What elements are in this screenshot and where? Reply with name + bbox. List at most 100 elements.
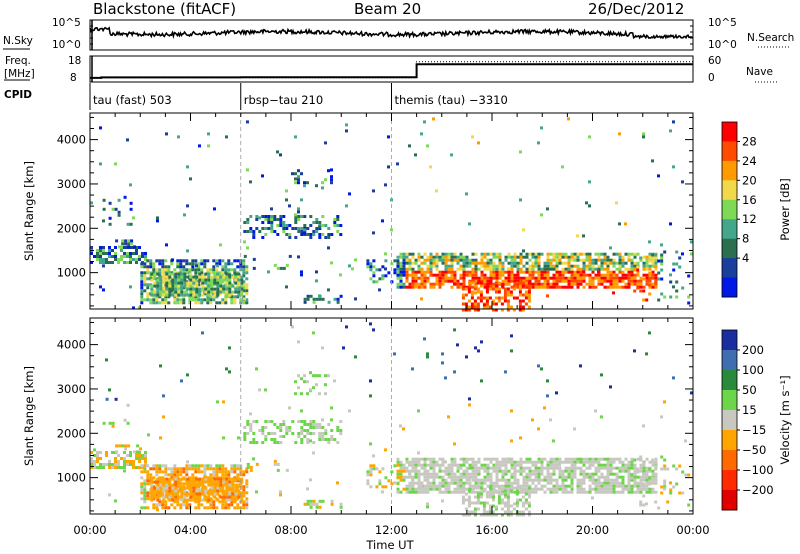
heatmap-cell (621, 460, 625, 464)
heatmap-cell (549, 418, 552, 422)
heatmap-cell (489, 276, 493, 280)
heatmap-cell (546, 379, 549, 383)
heatmap-cell (420, 463, 424, 467)
heatmap-cell (552, 282, 556, 286)
heatmap-cell (518, 513, 522, 517)
heatmap-cell (167, 301, 171, 305)
heatmap-cell (255, 420, 259, 423)
heatmap-cell (180, 287, 184, 291)
heatmap-cell (234, 272, 238, 276)
heatmap-cell (204, 281, 208, 285)
heatmap-cell (384, 485, 388, 489)
heatmap-cell (528, 252, 532, 256)
heatmap-cell (648, 331, 651, 335)
heatmap-cell (228, 498, 232, 502)
heatmap-cell (515, 281, 519, 285)
heatmap-cell (146, 277, 150, 281)
heatmap-cell (576, 487, 580, 491)
heatmap-cell (297, 175, 300, 179)
heatmap-cell (633, 475, 637, 479)
heatmap-cell (236, 473, 240, 477)
heatmap-cell (519, 457, 523, 461)
heatmap-cell (179, 482, 183, 486)
heatmap-cell (279, 493, 282, 497)
heatmap-cell (483, 276, 487, 280)
heatmap-cell (615, 490, 619, 494)
heatmap-cell (270, 221, 274, 224)
heatmap-cell (471, 276, 475, 280)
heatmap-cell (507, 481, 511, 485)
heatmap-cell (509, 504, 513, 508)
heatmap-cell (309, 478, 312, 482)
beam-title: Beam 20 (354, 0, 422, 18)
heatmap-cell (540, 273, 544, 277)
heatmap-cell (480, 258, 484, 262)
heatmap-cell (324, 392, 327, 396)
heatmap-cell (498, 252, 502, 256)
heatmap-cell (216, 275, 220, 279)
heatmap-cell (594, 409, 597, 413)
heatmap-cell (167, 506, 171, 510)
heatmap-cell (207, 284, 211, 288)
heatmap-cell (168, 281, 172, 285)
heatmap-cell (243, 254, 247, 258)
heatmap-cell (396, 259, 400, 263)
heatmap-cell (183, 306, 186, 310)
heatmap-cell (518, 299, 522, 303)
heatmap-cell (396, 463, 400, 467)
heatmap-cell (312, 331, 315, 335)
heatmap-cell (603, 279, 607, 283)
heatmap-cell (456, 279, 460, 283)
heatmap-cell (126, 255, 129, 258)
heatmap-cell (513, 252, 517, 256)
heatmap-cell (453, 460, 457, 464)
heatmap-cell (108, 255, 111, 258)
heatmap-cell (261, 432, 265, 435)
heatmap-cell (219, 480, 223, 484)
heatmap-cell (173, 295, 177, 299)
heatmap-cell (555, 285, 559, 289)
heatmap-cell (497, 495, 501, 499)
heatmap-cell (558, 469, 562, 473)
heatmap-cell (114, 207, 118, 211)
heatmap-cell (204, 287, 208, 291)
heatmap-cell (405, 258, 409, 262)
heatmap-cell (467, 495, 471, 499)
heatmap-cell (420, 282, 424, 286)
heatmap-cell (164, 464, 168, 468)
heatmap-cell (639, 285, 643, 289)
heatmap-cell (570, 270, 574, 274)
heatmap-cell (438, 258, 442, 262)
heatmap-cell (462, 457, 466, 461)
heatmap-cell (426, 355, 429, 359)
heatmap-cell (417, 475, 421, 479)
heatmap-cell (453, 472, 457, 476)
heatmap-cell (534, 478, 538, 482)
heatmap-cell (152, 497, 156, 501)
heatmap-cell (465, 472, 469, 476)
heatmap-cell (429, 282, 433, 286)
heatmap-cell (426, 481, 430, 485)
heatmap-cell (174, 489, 178, 493)
heatmap-cell (224, 301, 228, 305)
heatmap-cell (516, 463, 520, 467)
heatmap-cell (411, 367, 414, 371)
heatmap-cell (561, 276, 565, 280)
heatmap-cell (612, 285, 616, 289)
heatmap-cell (642, 285, 646, 289)
heatmap-cell (114, 246, 117, 249)
heatmap-cell (507, 484, 511, 488)
heatmap-cell (264, 215, 268, 218)
heatmap-cell (212, 298, 216, 302)
heatmap-cell (161, 268, 165, 272)
heatmap-cell (279, 266, 283, 270)
heatmap-cell (200, 464, 204, 468)
heatmap-cell (492, 463, 496, 467)
heatmap-cell (372, 464, 376, 468)
heatmap-cell (167, 467, 171, 471)
heatmap-cell (182, 265, 186, 269)
heatmap-cell (485, 287, 489, 291)
heatmap-cell (491, 510, 495, 514)
heatmap-cell (522, 484, 526, 488)
heatmap-cell (624, 252, 628, 256)
